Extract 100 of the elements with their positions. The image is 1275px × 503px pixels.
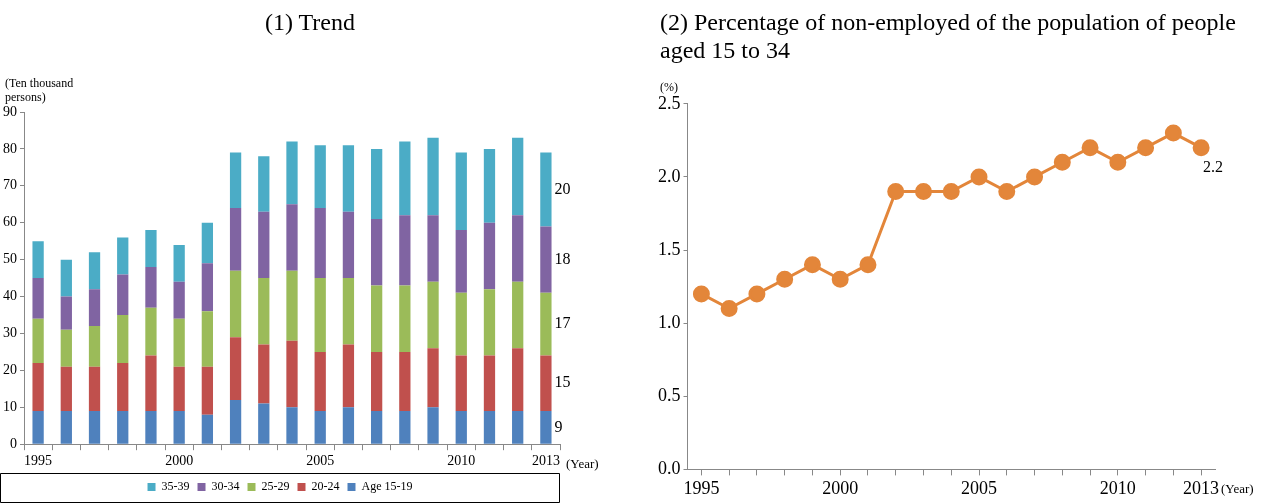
point (1137, 139, 1155, 157)
data-label: 20 (554, 179, 571, 197)
legend-label: 35-39 (161, 479, 190, 494)
y-tick-label: 70 (3, 177, 17, 193)
bar (201, 366, 214, 415)
point (803, 256, 821, 274)
bar (286, 340, 298, 408)
data-label: 15 (554, 373, 571, 391)
bar (427, 215, 439, 282)
bar (455, 355, 467, 411)
bar (258, 211, 270, 279)
x-axis-title: (Year) (566, 456, 599, 472)
point (1081, 139, 1099, 157)
bar (483, 222, 496, 290)
bar (229, 337, 242, 400)
bar (483, 148, 496, 223)
point (1109, 153, 1127, 171)
y-tick-label: 90 (3, 103, 17, 119)
bar (399, 351, 411, 411)
bar (60, 366, 72, 411)
y-tick-label: 60 (3, 214, 17, 230)
point (748, 285, 766, 303)
bar (540, 355, 552, 411)
bar (512, 348, 524, 411)
bar (88, 252, 101, 290)
legend-label: Age 15-19 (361, 479, 413, 494)
data-label: 9 (554, 417, 563, 435)
bar (540, 152, 552, 227)
bar (32, 318, 44, 363)
bar (60, 329, 72, 367)
y-tick-label: 2.0 (658, 165, 681, 186)
bar (145, 355, 157, 411)
bar (483, 289, 496, 356)
y-tick-label: 40 (3, 288, 17, 304)
bar (427, 281, 439, 349)
bar (117, 363, 129, 411)
bar (512, 215, 524, 282)
x-tick-label: 2010 (1099, 477, 1136, 498)
bar (88, 366, 101, 411)
bar (145, 267, 157, 308)
bar (399, 410, 411, 444)
bar (540, 226, 552, 293)
bar (173, 281, 185, 319)
bar (399, 285, 411, 352)
bar (258, 156, 270, 212)
bar (117, 274, 129, 316)
bar (173, 318, 185, 367)
bar (512, 281, 524, 349)
y-tick-label: 30 (3, 325, 17, 341)
y-tick-label: 0.5 (658, 385, 681, 406)
bar (483, 410, 496, 444)
point (831, 270, 849, 288)
x-tick-label: 2005 (961, 477, 998, 498)
bar (60, 296, 72, 330)
point (1053, 153, 1071, 171)
data-label: 2.2 (1203, 157, 1224, 175)
point (942, 183, 960, 201)
bar (32, 363, 44, 411)
y-tick-label: 80 (3, 140, 17, 156)
point (859, 256, 877, 274)
bar (314, 278, 326, 352)
bar (455, 292, 467, 356)
bar (145, 230, 157, 268)
x-tick-label: 2005 (306, 453, 335, 469)
bar (342, 278, 355, 345)
bar (427, 137, 439, 216)
y-tick-label: 50 (3, 251, 17, 267)
point (998, 183, 1016, 201)
bar (258, 278, 270, 345)
bar (88, 326, 101, 367)
y-tick-label: 1.0 (658, 311, 681, 332)
bar (370, 219, 383, 286)
chart-title: (2) Percentage of non-employed of the population of people aged 15 to 34 (660, 8, 1237, 64)
bar (512, 410, 524, 444)
bar (370, 285, 383, 352)
bar (173, 244, 185, 282)
x-tick-label: 2000 (165, 453, 194, 469)
bar (455, 152, 467, 231)
bar (399, 215, 411, 286)
legend-label: 30-34 (211, 479, 240, 494)
bar (117, 410, 129, 444)
bar (32, 241, 44, 279)
bar (370, 148, 383, 220)
y-tick-label: 20 (3, 362, 17, 378)
bar (342, 211, 355, 279)
x-tick-label: 2000 (822, 477, 859, 498)
bar (286, 204, 298, 271)
bar (314, 207, 326, 279)
bar (286, 407, 298, 444)
y-axis-title: (%) (660, 80, 679, 94)
point (720, 300, 738, 318)
bar (370, 410, 383, 444)
bar (229, 152, 242, 208)
bar (258, 403, 270, 444)
x-tick-label: 2010 (447, 453, 476, 469)
point (887, 183, 905, 201)
bar (201, 263, 214, 312)
bar (342, 344, 355, 408)
point (1192, 139, 1210, 157)
legend-label: 25-29 (261, 479, 290, 494)
